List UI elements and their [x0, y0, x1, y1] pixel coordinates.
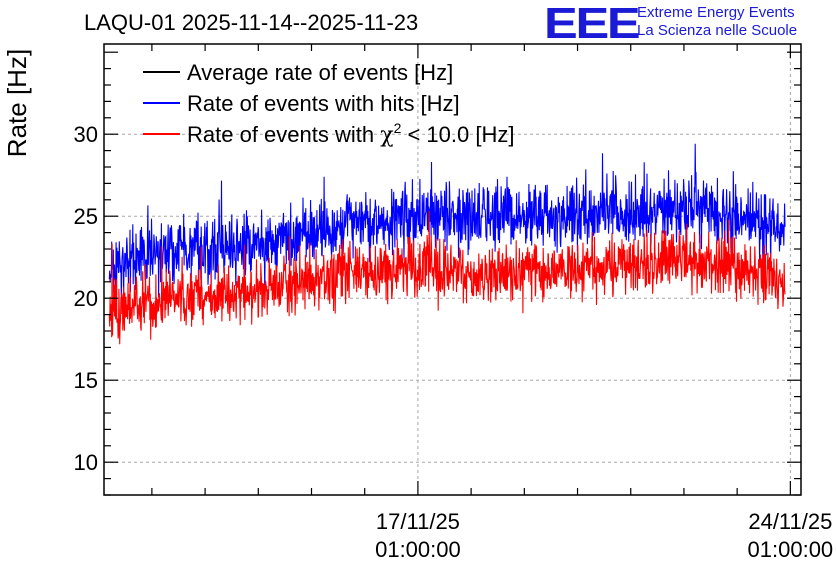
- org-line-2: La Scienza nelle Scuole: [637, 22, 798, 39]
- eee-logo: EEE: [544, 0, 641, 48]
- x-tick-label-date: 17/11/25: [376, 509, 460, 534]
- y-tick-label: 25: [74, 204, 98, 229]
- x-tick-label-time: 01:00:00: [748, 537, 834, 562]
- chart-title: LAQU-01 2025-11-14--2025-11-23: [84, 10, 419, 35]
- x-tick-label-date: 24/11/25: [748, 509, 832, 534]
- legend: Average rate of events [Hz] Rate of event…: [143, 60, 514, 148]
- series-1-line: [108, 143, 786, 308]
- org-line-1: Extreme Energy Events: [637, 4, 795, 21]
- x-tick-label-time: 01:00:00: [375, 537, 461, 562]
- legend-entry-2: Rate of events with χ2 < 10.0 [Hz]: [187, 120, 514, 148]
- legend-entry-0: Average rate of events [Hz]: [187, 60, 453, 85]
- plot-frame: [103, 43, 802, 496]
- y-tick-label: 30: [74, 122, 98, 147]
- y-tick-label: 15: [74, 368, 98, 393]
- series-2-line: [108, 210, 786, 345]
- y-tick-label: 10: [74, 450, 98, 475]
- axes-layer: 10 15 20 25 30 17/11/25 01:00:00 24/11/25 01:00:…: [74, 43, 834, 562]
- y-axis-label: Rate [Hz]: [2, 49, 32, 157]
- legend-entry-1: Rate of events with hits [Hz]: [187, 91, 460, 116]
- eee-organization-text: Extreme Energy Events La Scienza nelle S…: [637, 4, 797, 40]
- series-layer: [108, 143, 786, 345]
- y-tick-label: 20: [74, 286, 98, 311]
